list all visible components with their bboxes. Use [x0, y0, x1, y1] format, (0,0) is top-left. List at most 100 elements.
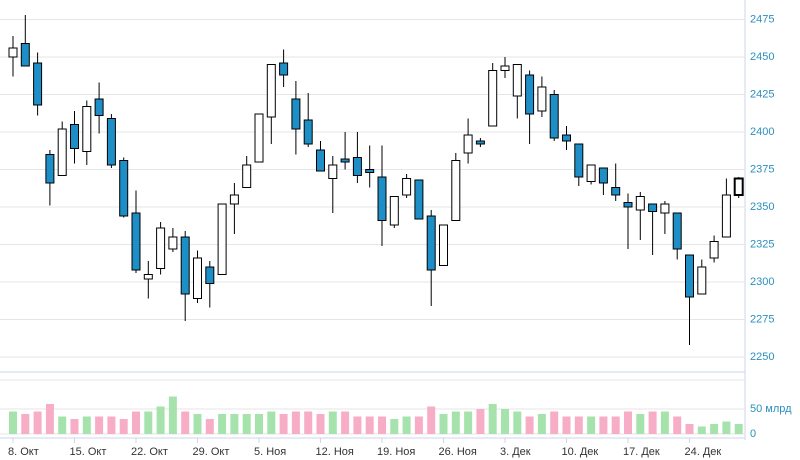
volume-bar: [58, 416, 67, 434]
volume-bar: [119, 419, 128, 434]
volume-bar: [33, 411, 42, 434]
x-tick-label: 19. Ноя: [377, 446, 415, 458]
volume-bar: [513, 411, 522, 434]
volume-bar: [451, 411, 460, 434]
candle-body: [94, 98, 104, 116]
candle-body: [254, 113, 264, 163]
y-tick-label: 2425: [750, 88, 774, 100]
y-tick-label: 2350: [750, 201, 774, 213]
candle-body: [512, 64, 522, 97]
volume-bar: [242, 414, 251, 434]
candle-body: [697, 266, 707, 295]
volume-bar: [304, 411, 313, 434]
volume-bar: [648, 411, 657, 434]
volume-bar: [488, 404, 497, 434]
volume-bar: [107, 416, 116, 434]
candle-body: [8, 47, 18, 58]
volume-bar: [660, 411, 669, 434]
volume-bar: [328, 411, 337, 434]
volume-bar: [341, 411, 350, 434]
candle-body: [168, 236, 178, 250]
candle-body: [70, 124, 79, 149]
candle-body: [180, 236, 190, 295]
volume-bar: [70, 419, 79, 434]
x-tick-label: 17. Дек: [623, 446, 660, 458]
candle-body: [439, 224, 448, 266]
volume-bar: [501, 409, 509, 434]
volume-bar: [525, 416, 534, 434]
y-tick-label: 2475: [750, 13, 774, 25]
candle-body: [143, 274, 153, 280]
candle-body: [611, 187, 621, 196]
volume-bar: [168, 396, 177, 434]
candle-body: [156, 227, 166, 269]
volume-bar: [316, 414, 325, 434]
candle-body: [402, 178, 412, 196]
candle-body: [316, 149, 325, 172]
candle-body: [685, 254, 694, 298]
volume-bar: [550, 411, 559, 434]
volume-bar: [378, 416, 386, 434]
x-tick-label: 24. Дек: [685, 446, 722, 458]
candle-body: [229, 194, 239, 205]
volume-bar: [574, 416, 583, 434]
candle-body: [537, 86, 547, 112]
x-tick-label: 15. Окт: [70, 446, 107, 458]
y-tick-label: 50 млрд: [750, 403, 792, 415]
candle-body: [303, 119, 313, 145]
candle-body: [242, 164, 252, 188]
candle-body: [106, 118, 116, 166]
y-tick-label: 0: [750, 428, 756, 440]
candle-body: [193, 257, 202, 299]
candle-body: [475, 140, 485, 145]
y-tick-label: 2400: [750, 126, 774, 138]
volume-bar: [685, 424, 694, 434]
candle-body: [451, 160, 461, 221]
candle-body: [205, 266, 215, 284]
candle-body: [500, 65, 510, 71]
candle-body: [463, 134, 473, 154]
y-tick-label: 2450: [750, 51, 774, 63]
volume-bar: [218, 414, 227, 434]
y-tick-label: 2300: [750, 276, 774, 288]
candle-body: [57, 128, 67, 176]
candle-body: [586, 164, 596, 182]
volume-bar: [402, 416, 411, 434]
candle-body: [648, 203, 658, 212]
candle-body: [352, 157, 362, 176]
volume-bar: [205, 419, 214, 434]
candle-body: [20, 43, 30, 67]
candle-body: [377, 176, 387, 221]
y-tick-label: 2325: [750, 238, 774, 250]
x-tick-label: 12. Ноя: [316, 446, 354, 458]
candle-body: [279, 62, 289, 76]
volume-bar: [414, 416, 423, 434]
volume-bar: [673, 416, 682, 434]
candle-body: [562, 134, 571, 142]
candle-body: [660, 203, 670, 214]
candle-body: [389, 196, 399, 226]
candle-body: [488, 70, 498, 127]
volume-bar: [624, 411, 632, 434]
volume-bar: [181, 411, 190, 434]
candle-body: [709, 241, 719, 259]
candle-body: [365, 169, 375, 173]
volume-bar: [427, 406, 436, 434]
volume-bar: [476, 409, 485, 434]
volume-bar: [279, 414, 288, 434]
x-tick-label: 29. Окт: [193, 446, 230, 458]
volume-bar: [439, 414, 448, 434]
candle-body: [623, 202, 633, 208]
volume-bar: [193, 414, 202, 434]
candle-body: [549, 94, 559, 139]
volume-bar: [537, 414, 546, 434]
candle-body: [635, 196, 645, 211]
volume-bar: [45, 404, 54, 434]
volume-bar: [267, 411, 276, 434]
volume-bar: [710, 424, 719, 434]
volume-bar: [291, 411, 300, 434]
x-tick-label: 26. Ноя: [439, 446, 477, 458]
volume-bar: [587, 416, 596, 434]
candle-body: [574, 143, 584, 178]
